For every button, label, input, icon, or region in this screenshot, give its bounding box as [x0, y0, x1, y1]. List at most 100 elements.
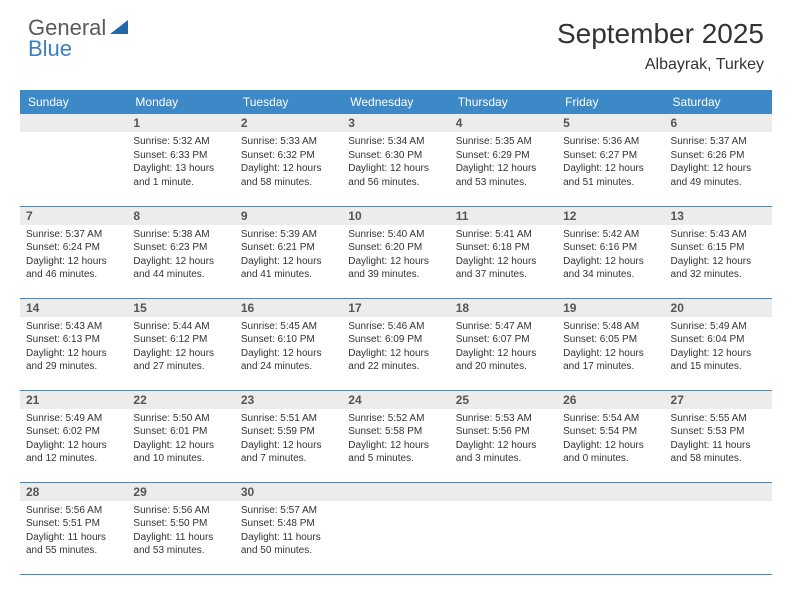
- daylight-text: Daylight: 11 hours and 53 minutes.: [133, 531, 228, 558]
- sunrise-text: Sunrise: 5:49 AM: [671, 320, 766, 334]
- sunrise-text: Sunrise: 5:53 AM: [456, 412, 551, 426]
- sunrise-text: Sunrise: 5:55 AM: [671, 412, 766, 426]
- sunset-text: Sunset: 6:24 PM: [26, 241, 121, 255]
- sunset-text: Sunset: 6:12 PM: [133, 333, 228, 347]
- day-number: 7: [20, 207, 127, 225]
- day-number: 17: [342, 299, 449, 317]
- day-cell: 2Sunrise: 5:33 AMSunset: 6:32 PMDaylight…: [235, 114, 342, 206]
- day-cell: [20, 114, 127, 206]
- day-number: 14: [20, 299, 127, 317]
- daylight-text: Daylight: 12 hours and 53 minutes.: [456, 162, 551, 189]
- sunrise-text: Sunrise: 5:48 AM: [563, 320, 658, 334]
- day-number: 1: [127, 114, 234, 132]
- day-number: 30: [235, 483, 342, 501]
- day-number: 18: [450, 299, 557, 317]
- week-row: 21Sunrise: 5:49 AMSunset: 6:02 PMDayligh…: [20, 390, 772, 482]
- day-cell: [665, 482, 772, 574]
- daylight-text: Daylight: 12 hours and 49 minutes.: [671, 162, 766, 189]
- sunset-text: Sunset: 6:05 PM: [563, 333, 658, 347]
- sunrise-text: Sunrise: 5:40 AM: [348, 228, 443, 242]
- daylight-text: Daylight: 12 hours and 7 minutes.: [241, 439, 336, 466]
- month-title: September 2025: [557, 18, 764, 50]
- day-cell: 11Sunrise: 5:41 AMSunset: 6:18 PMDayligh…: [450, 206, 557, 298]
- logo: General Blue: [28, 18, 128, 60]
- sunset-text: Sunset: 6:27 PM: [563, 149, 658, 163]
- day-cell: 18Sunrise: 5:47 AMSunset: 6:07 PMDayligh…: [450, 298, 557, 390]
- day-header: Thursday: [450, 90, 557, 114]
- logo-triangle-icon: [110, 20, 128, 34]
- day-header: Wednesday: [342, 90, 449, 114]
- day-number: 10: [342, 207, 449, 225]
- daylight-text: Daylight: 11 hours and 50 minutes.: [241, 531, 336, 558]
- day-number: 23: [235, 391, 342, 409]
- day-cell: 16Sunrise: 5:45 AMSunset: 6:10 PMDayligh…: [235, 298, 342, 390]
- daylight-text: Daylight: 12 hours and 20 minutes.: [456, 347, 551, 374]
- day-cell: 14Sunrise: 5:43 AMSunset: 6:13 PMDayligh…: [20, 298, 127, 390]
- day-cell: 6 Sunrise: 5:37 AMSunset: 6:26 PMDaylight…: [665, 114, 772, 206]
- daylight-text: Daylight: 12 hours and 15 minutes.: [671, 347, 766, 374]
- day-number: 24: [342, 391, 449, 409]
- day-cell: 7Sunrise: 5:37 AMSunset: 6:24 PMDaylight…: [20, 206, 127, 298]
- day-cell: 1Sunrise: 5:32 AMSunset: 6:33 PMDaylight…: [127, 114, 234, 206]
- sunset-text: Sunset: 6:21 PM: [241, 241, 336, 255]
- sunset-text: Sunset: 6:10 PM: [241, 333, 336, 347]
- day-cell: 5Sunrise: 5:36 AMSunset: 6:27 PMDaylight…: [557, 114, 664, 206]
- sunrise-text: Sunrise: 5:38 AM: [133, 228, 228, 242]
- sunrise-text: Sunrise: 5:54 AM: [563, 412, 658, 426]
- day-number: 8: [127, 207, 234, 225]
- day-cell: 8Sunrise: 5:38 AMSunset: 6:23 PMDaylight…: [127, 206, 234, 298]
- day-cell: 23Sunrise: 5:51 AMSunset: 5:59 PMDayligh…: [235, 390, 342, 482]
- day-number: [342, 483, 449, 501]
- sunrise-text: Sunrise: 5:44 AM: [133, 320, 228, 334]
- sunset-text: Sunset: 5:51 PM: [26, 517, 121, 531]
- day-number: 28: [20, 483, 127, 501]
- calendar-table: SundayMondayTuesdayWednesdayThursdayFrid…: [20, 90, 772, 575]
- sunrise-text: Sunrise: 5:39 AM: [241, 228, 336, 242]
- sunrise-text: Sunrise: 5:49 AM: [26, 412, 121, 426]
- day-number: 19: [557, 299, 664, 317]
- day-number: 27: [665, 391, 772, 409]
- day-header: Monday: [127, 90, 234, 114]
- sunrise-text: Sunrise: 5:34 AM: [348, 135, 443, 149]
- day-number: 11: [450, 207, 557, 225]
- sunrise-text: Sunrise: 5:37 AM: [671, 135, 766, 149]
- sunset-text: Sunset: 6:09 PM: [348, 333, 443, 347]
- day-cell: [342, 482, 449, 574]
- day-cell: 25Sunrise: 5:53 AMSunset: 5:56 PMDayligh…: [450, 390, 557, 482]
- daylight-text: Daylight: 12 hours and 41 minutes.: [241, 255, 336, 282]
- sunrise-text: Sunrise: 5:41 AM: [456, 228, 551, 242]
- day-header-row: SundayMondayTuesdayWednesdayThursdayFrid…: [20, 90, 772, 114]
- day-number: 6: [665, 114, 772, 132]
- sunrise-text: Sunrise: 5:56 AM: [133, 504, 228, 518]
- sunset-text: Sunset: 5:48 PM: [241, 517, 336, 531]
- sunrise-text: Sunrise: 5:33 AM: [241, 135, 336, 149]
- day-cell: 21Sunrise: 5:49 AMSunset: 6:02 PMDayligh…: [20, 390, 127, 482]
- sunrise-text: Sunrise: 5:57 AM: [241, 504, 336, 518]
- day-cell: 12Sunrise: 5:42 AMSunset: 6:16 PMDayligh…: [557, 206, 664, 298]
- sunrise-text: Sunrise: 5:35 AM: [456, 135, 551, 149]
- daylight-text: Daylight: 11 hours and 58 minutes.: [671, 439, 766, 466]
- daylight-text: Daylight: 12 hours and 46 minutes.: [26, 255, 121, 282]
- day-number: 5: [557, 114, 664, 132]
- sunset-text: Sunset: 6:15 PM: [671, 241, 766, 255]
- day-cell: 17Sunrise: 5:46 AMSunset: 6:09 PMDayligh…: [342, 298, 449, 390]
- sunset-text: Sunset: 6:16 PM: [563, 241, 658, 255]
- day-number: 15: [127, 299, 234, 317]
- daylight-text: Daylight: 12 hours and 44 minutes.: [133, 255, 228, 282]
- week-row: 14Sunrise: 5:43 AMSunset: 6:13 PMDayligh…: [20, 298, 772, 390]
- day-cell: 24Sunrise: 5:52 AMSunset: 5:58 PMDayligh…: [342, 390, 449, 482]
- day-cell: 10Sunrise: 5:40 AMSunset: 6:20 PMDayligh…: [342, 206, 449, 298]
- day-number: [450, 483, 557, 501]
- sunset-text: Sunset: 6:33 PM: [133, 149, 228, 163]
- sunset-text: Sunset: 5:58 PM: [348, 425, 443, 439]
- sunset-text: Sunset: 6:04 PM: [671, 333, 766, 347]
- day-number: 13: [665, 207, 772, 225]
- day-number: [665, 483, 772, 501]
- sunset-text: Sunset: 6:02 PM: [26, 425, 121, 439]
- day-header: Saturday: [665, 90, 772, 114]
- day-cell: [557, 482, 664, 574]
- sunset-text: Sunset: 6:26 PM: [671, 149, 766, 163]
- day-cell: 28Sunrise: 5:56 AMSunset: 5:51 PMDayligh…: [20, 482, 127, 574]
- day-number: 26: [557, 391, 664, 409]
- sunrise-text: Sunrise: 5:45 AM: [241, 320, 336, 334]
